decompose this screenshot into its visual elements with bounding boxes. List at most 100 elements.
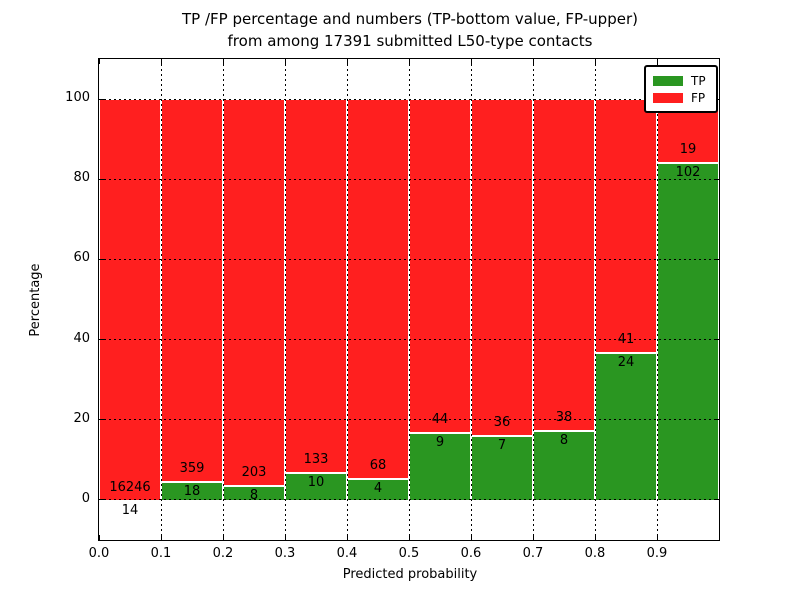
legend-entry-tp: TP — [653, 72, 709, 89]
x-tick-label: 0.3 — [274, 546, 296, 561]
y-tick-label: 60 — [73, 250, 90, 266]
tp-count-label: 8 — [249, 487, 259, 503]
fp-count-label: 68 — [369, 457, 387, 473]
bar-segment-fp — [286, 99, 346, 472]
bar-column — [285, 99, 347, 500]
x-tick-mark — [160, 59, 162, 64]
fp-count-label: 16246 — [109, 479, 151, 495]
chart-title-line2: from among 17391 submitted L50-type cont… — [227, 32, 593, 50]
bar-segment-tp — [224, 484, 284, 500]
bar-segment-tp — [534, 430, 594, 500]
vertical-gridline — [346, 59, 348, 540]
legend-swatch-fp — [653, 92, 683, 103]
plot-inner: 16246 14 359 18 203 8 133 10 68 4 44 9 36 7 38 8 41 24 19 1… — [98, 59, 719, 540]
bar-segment-tp — [472, 434, 532, 500]
x-tick-mark — [408, 535, 410, 540]
bar-segment-fp — [100, 99, 160, 500]
bar-column — [223, 99, 285, 500]
bar-segment-fp — [348, 99, 408, 478]
bar-segment-tp — [410, 431, 470, 500]
legend-swatch-tp — [653, 75, 683, 86]
x-tick-mark — [160, 535, 162, 540]
bar-segment-fp — [162, 99, 222, 481]
y-tick-label: 40 — [73, 330, 90, 346]
x-tick-label: 0.8 — [584, 546, 606, 561]
x-tick-mark — [284, 535, 286, 540]
chart-title: TP /FP percentage and numbers (TP-bottom… — [99, 8, 721, 52]
x-tick-mark — [98, 59, 100, 64]
fp-count-label: 133 — [303, 451, 329, 467]
horizontal-gridline — [99, 419, 719, 421]
bar-column — [347, 99, 409, 500]
x-tick-label: 0.6 — [460, 546, 482, 561]
horizontal-gridline — [99, 178, 719, 180]
y-tick-mark — [99, 499, 104, 501]
vertical-gridline — [222, 59, 224, 540]
x-tick-label: 0.4 — [336, 546, 358, 561]
tp-count-label: 9 — [435, 434, 445, 450]
tp-count-label: 18 — [183, 483, 201, 499]
bar-segment-tp — [162, 480, 222, 500]
horizontal-gridline — [99, 98, 719, 100]
x-tick-mark — [594, 535, 596, 540]
y-tick-mark — [714, 178, 719, 180]
fp-count-label: 36 — [493, 414, 511, 430]
y-tick-mark — [99, 339, 104, 341]
x-tick-label: 0.9 — [646, 546, 668, 561]
bar-column — [161, 99, 223, 500]
vertical-gridline — [594, 59, 596, 540]
tp-count-label: 102 — [675, 165, 701, 181]
legend-label-tp: TP — [691, 73, 706, 88]
vertical-gridline — [284, 59, 286, 540]
bar-column — [657, 99, 719, 500]
bar-segment-tp — [100, 499, 160, 502]
x-tick-mark — [98, 535, 100, 540]
legend-entry-fp: FP — [653, 89, 709, 106]
x-tick-mark — [470, 59, 472, 64]
x-tick-label: 0.5 — [398, 546, 420, 561]
horizontal-gridline — [99, 339, 719, 341]
vertical-gridline — [470, 59, 472, 540]
x-tick-mark — [532, 535, 534, 540]
x-tick-label: 0.0 — [88, 546, 110, 561]
x-axis-label: Predicted probability — [342, 567, 478, 582]
y-tick-label: 80 — [73, 170, 90, 186]
x-tick-label: 0.1 — [150, 546, 172, 561]
bar-segment-fp — [224, 99, 284, 485]
x-tick-mark — [346, 59, 348, 64]
y-tick-mark — [99, 258, 104, 260]
x-tick-mark — [656, 59, 658, 64]
x-tick-mark — [346, 535, 348, 540]
bar-column — [533, 99, 595, 500]
x-tick-mark — [284, 59, 286, 64]
bar-column — [99, 99, 161, 502]
horizontal-gridline — [99, 499, 719, 501]
tp-count-label: 8 — [559, 433, 569, 449]
legend-label-fp: FP — [691, 90, 706, 105]
fp-count-label: 203 — [241, 464, 267, 480]
y-tick-label: 0 — [81, 490, 90, 506]
y-tick-mark — [99, 98, 104, 100]
fp-count-label: 44 — [431, 411, 449, 427]
x-tick-mark — [408, 59, 410, 64]
y-tick-label: 100 — [65, 90, 90, 106]
vertical-gridline — [532, 59, 534, 540]
y-tick-mark — [714, 419, 719, 421]
x-tick-mark — [470, 535, 472, 540]
bar-segment-tp — [286, 471, 346, 500]
tp-count-label: 14 — [121, 502, 139, 518]
vertical-gridline — [408, 59, 410, 540]
x-tick-label: 0.2 — [212, 546, 234, 561]
chart-title-line1: TP /FP percentage and numbers (TP-bottom… — [182, 10, 638, 28]
vertical-gridline — [160, 59, 162, 540]
legend: TP FP — [644, 65, 718, 113]
bar-column — [595, 99, 657, 500]
y-tick-label: 20 — [73, 410, 90, 426]
bar-segment-fp — [410, 99, 470, 432]
x-tick-mark — [222, 59, 224, 64]
x-tick-mark — [532, 59, 534, 64]
x-tick-mark — [656, 535, 658, 540]
fp-count-label: 19 — [679, 142, 697, 158]
tp-count-label: 24 — [617, 354, 635, 370]
